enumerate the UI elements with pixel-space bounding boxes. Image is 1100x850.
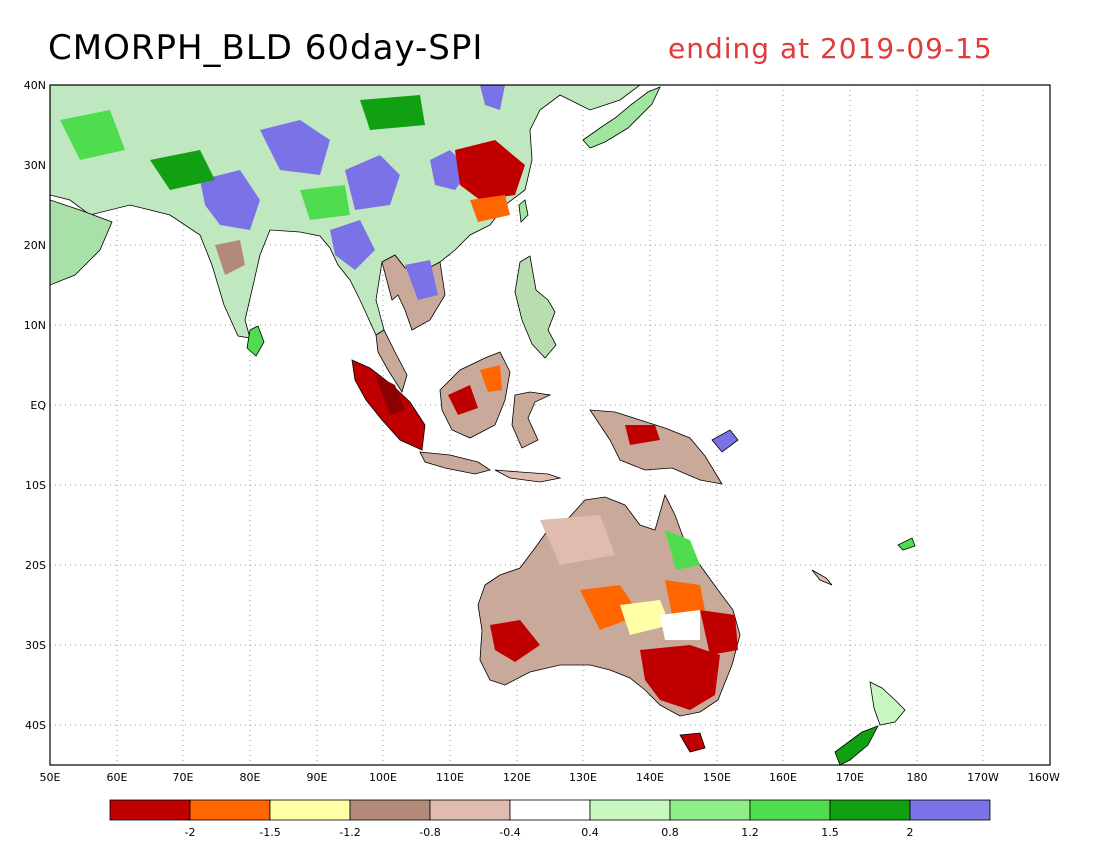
legend-swatch	[829, 799, 911, 821]
legend-swatch	[349, 799, 431, 821]
legend-label: -2	[185, 826, 196, 839]
color-legend: -2 -1.5 -1.2 -0.8 -0.4 0.4 0.8 1.2 1.5 2	[109, 799, 991, 839]
lon-label: 60E	[107, 771, 128, 784]
land-new-caledonia	[811, 569, 833, 586]
legend-swatch	[509, 799, 591, 821]
lon-label: 70E	[173, 771, 194, 784]
lat-label: 40S	[25, 719, 46, 732]
legend-label: -1.2	[339, 826, 360, 839]
legend-label: 2	[907, 826, 914, 839]
map-title: CMORPH_BLD 60day-SPI	[48, 28, 484, 68]
land-arabia	[50, 199, 113, 286]
lat-label: 20S	[25, 559, 46, 572]
lat-label: 10N	[24, 319, 46, 332]
land-japan	[582, 86, 661, 149]
lon-label: 90E	[307, 771, 328, 784]
legend-label: 0.8	[661, 826, 679, 839]
land-tasmania	[679, 732, 706, 753]
legend-label: 1.5	[821, 826, 839, 839]
land-taiwan	[518, 199, 529, 223]
legend-label: -1.5	[259, 826, 280, 839]
legend-swatch	[909, 799, 991, 821]
legend-label: -0.8	[419, 826, 440, 839]
land-sri-lanka	[246, 325, 265, 357]
lon-label: 170W	[967, 771, 999, 784]
lon-label: 100E	[369, 771, 397, 784]
lon-label: 150E	[703, 771, 731, 784]
legend-label: 0.4	[581, 826, 599, 839]
lon-label: 140E	[636, 771, 664, 784]
lon-label: 180	[907, 771, 928, 784]
map-frame	[49, 84, 1051, 766]
lat-label: 30N	[24, 159, 46, 172]
lon-label: 170E	[836, 771, 864, 784]
lon-label: 160W	[1028, 771, 1060, 784]
land-philippines	[514, 255, 557, 359]
spi-anomaly-patches	[60, 85, 738, 710]
lon-label: 80E	[240, 771, 261, 784]
legend-swatch	[109, 799, 191, 821]
land-malay	[375, 329, 408, 393]
land-new-guinea	[589, 409, 723, 485]
land-nz-south	[834, 725, 879, 765]
land-lesser-sunda	[494, 469, 562, 483]
lat-label: 10S	[25, 479, 46, 492]
lat-label: 40N	[24, 79, 46, 92]
longitude-labels: 50E 60E 70E 80E 90E 100E 110E 120E 130E …	[40, 771, 1061, 784]
map-date: ending at 2019-09-15	[668, 32, 993, 65]
legend-swatch	[429, 799, 511, 821]
legend-swatch	[189, 799, 271, 821]
legend-label: -0.4	[499, 826, 520, 839]
land-bismarck	[711, 429, 739, 453]
legend-swatch	[269, 799, 351, 821]
lat-label: 20N	[24, 239, 46, 252]
lon-label: 110E	[436, 771, 464, 784]
lon-label: 120E	[503, 771, 531, 784]
latitude-labels: 40N 30N 20N 10N EQ 10S 20S 30S 40S	[24, 79, 47, 732]
legend-swatch	[589, 799, 671, 821]
legend-swatch	[669, 799, 751, 821]
land-java	[419, 451, 491, 475]
lon-label: 50E	[40, 771, 61, 784]
lon-label: 160E	[769, 771, 797, 784]
lon-label: 130E	[569, 771, 597, 784]
lat-label: 30S	[25, 639, 46, 652]
land-sulawesi	[511, 391, 552, 449]
land-fiji	[897, 537, 916, 551]
legend-label: 1.2	[741, 826, 759, 839]
land-nz-north	[869, 681, 906, 726]
legend-swatch	[749, 799, 831, 821]
lat-label: EQ	[30, 399, 46, 412]
